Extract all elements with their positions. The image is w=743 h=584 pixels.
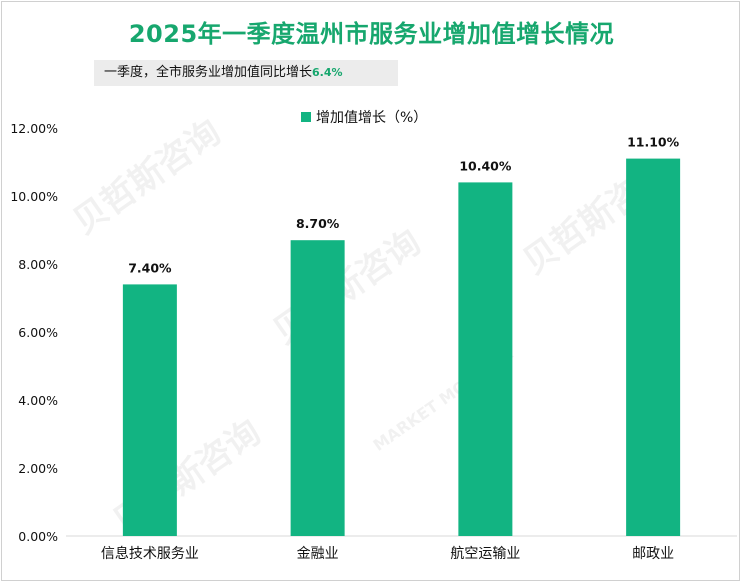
x-tick-label: 邮政业 xyxy=(632,546,674,562)
legend-swatch xyxy=(301,112,311,122)
subtitle-text: 一季度，全市服务业增加值同比增长 xyxy=(104,65,313,80)
y-tick-label: 8.00% xyxy=(18,257,58,272)
bar xyxy=(626,158,681,536)
y-tick-label: 12.00% xyxy=(10,121,58,136)
bar xyxy=(122,284,177,536)
x-tick-label: 信息技术服务业 xyxy=(101,545,199,562)
data-label: 7.40% xyxy=(128,260,172,275)
y-tick-label: 4.00% xyxy=(18,393,58,408)
y-tick-label: 2.00% xyxy=(18,461,58,476)
data-label: 10.40% xyxy=(459,158,512,173)
subtitle-box: 一季度，全市服务业增加值同比增长6.4% xyxy=(94,60,398,86)
y-tick-label: 6.00% xyxy=(18,325,58,340)
chart-title: 2025年一季度温州市服务业增加值增长情况 xyxy=(128,20,615,48)
data-label: 8.70% xyxy=(296,216,340,231)
legend-label: 增加值增长（%） xyxy=(316,110,427,126)
bar xyxy=(290,240,345,536)
x-tick-label: 航空运输业 xyxy=(450,546,520,562)
y-tick-label: 10.00% xyxy=(10,189,58,204)
y-tick-label: 0.00% xyxy=(18,529,58,544)
subtitle-value: 6.4% xyxy=(312,66,343,79)
x-tick-label: 金融业 xyxy=(297,546,339,562)
data-label: 11.10% xyxy=(627,135,680,150)
bar xyxy=(458,182,513,536)
